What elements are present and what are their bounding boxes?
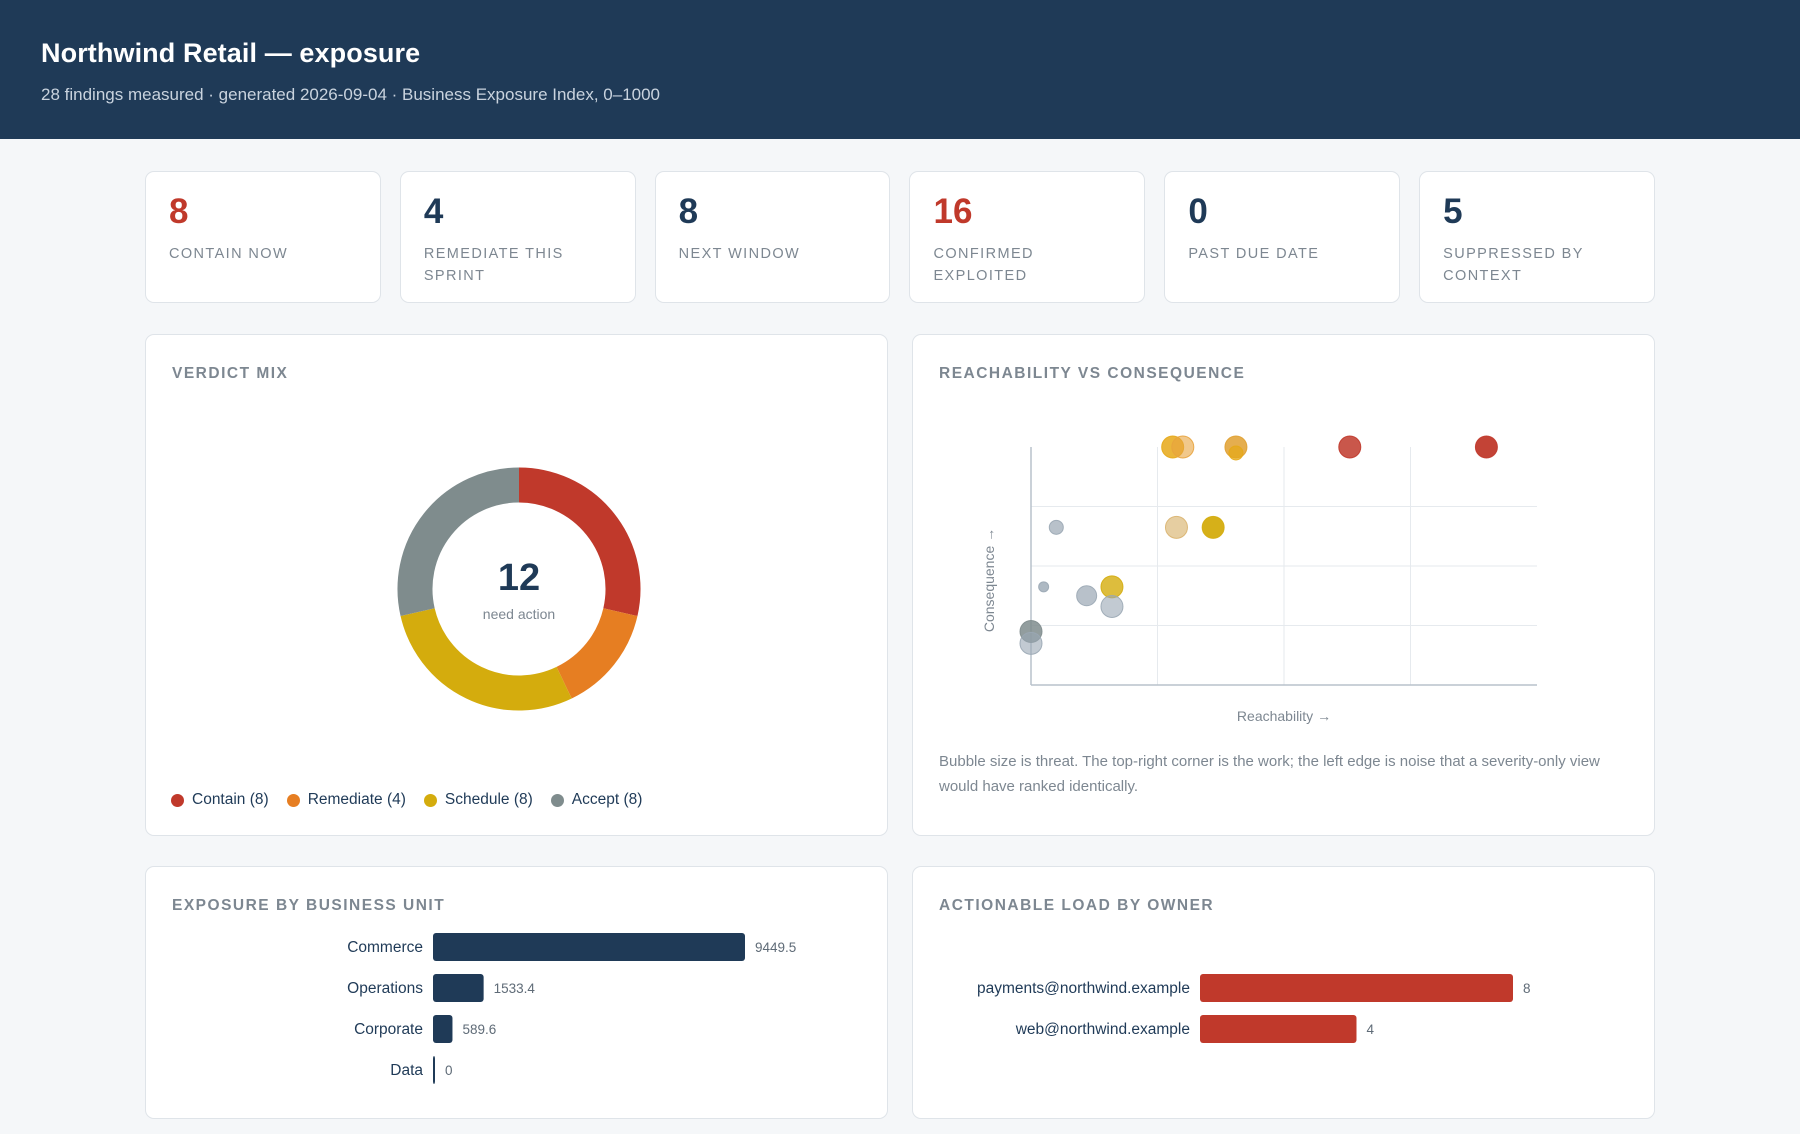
page-subtitle: 28 findings measured · generated 2026-09… [41,85,661,104]
kpi-card: 4 Remediate this sprint [399,171,636,303]
legend-label: Accept (8) [571,791,643,808]
bar [433,933,745,961]
owner-bar-chart: payments@northwind.example 8 web@northwind… [977,974,1531,1043]
bar [433,1056,435,1084]
donut-center: 12 need action [395,465,643,713]
legend-dot [286,793,300,807]
legend-dot [423,793,437,807]
kpi-value: 5 [1443,192,1463,231]
bar-value-label: 9449.5 [755,940,796,955]
scatter-point [1474,435,1498,459]
legend-label: Schedule (8) [444,791,533,808]
reachability-card: Reachability vs consequence Reachability… [912,334,1655,836]
verdict-mix-card: Verdict mix 12 need action Contain (8) Re… [145,334,888,836]
bar-value-label: 589.6 [462,1022,496,1037]
kpi-card: 0 Past due date [1164,171,1401,303]
verdict-mix-title: Verdict mix [172,365,289,382]
reachability-title: Reachability vs consequence [939,365,1246,382]
business-unit-card: Exposure by business unit Commerce 9449.5… [145,866,888,1119]
kpi-label: Confirmed exploited [933,246,1034,284]
scatter-point [1201,515,1225,539]
donut-slice-remediate [555,607,638,699]
donut-center-value: 12 [497,556,541,599]
verdict-donut-chart [397,467,641,711]
kpi-label: Contain now [169,246,289,262]
legend-label: Remediate (4) [307,791,406,808]
bar-value-label: 8 [1523,981,1531,996]
donut-center-label: need action [482,605,556,622]
bar [433,974,484,1002]
kpi-card: 8 Contain now [145,171,381,303]
kpi-value: 4 [423,192,444,231]
bar-category-label: Commerce [347,939,423,956]
bar-value-label: 1533.4 [494,981,536,996]
scatter-point [1100,575,1124,599]
legend-dot [171,793,184,807]
scatter-point [1164,515,1188,539]
legend-item: Contain (8) [171,791,269,809]
legend-item: Schedule (8) [423,791,533,809]
business-unit-title: Exposure by business unit [172,897,446,914]
legend-dot [550,793,564,807]
kpi-value: 8 [678,192,699,231]
owner-card: Actionable load by owner payments@northw… [912,866,1655,1119]
reachability-scatter-chart: Reachability → Consequence → [981,435,1537,724]
owner-title: Actionable load by owner [939,897,1215,914]
verdict-legend: Contain (8) Remediate (4) Schedule (8) Acce… [171,791,642,809]
bar [433,1015,453,1043]
legend-item: Accept (8) [550,791,643,809]
kpi-card: 5 Suppressed by context [1419,171,1655,303]
bar-value-label: 0 [445,1063,453,1078]
kpi-value: 8 [169,192,189,231]
bar-category-label: web@northwind.example [1015,1021,1190,1038]
donut-slice-schedule [400,607,572,711]
business-unit-bar-chart: Commerce 9449.5 Operations 1533.4 Corporate 5… [347,933,796,1084]
bar [1200,1015,1357,1043]
scatter-point [1076,585,1098,607]
legend-item: Remediate (4) [286,791,406,809]
reachability-caption: Bubble size is threat. The top-right cor… [939,753,1600,795]
scatter-point [1038,581,1050,593]
kpi-label: Suppressed by context [1443,246,1584,284]
kpi-row: 8 Contain now 4 Remediate this sprint 8 Next … [145,171,1655,303]
kpi-label: Past due date [1188,246,1320,262]
kpi-value: 16 [933,192,973,231]
kpi-label: Next window [678,246,801,262]
legend-label: Contain (8) [192,791,269,808]
verdict-donut: 12 need action [395,465,643,713]
scatter-point [1228,445,1244,461]
kpi-value: 0 [1188,192,1208,231]
scatter-point [1019,631,1043,655]
scatter-point [1171,435,1195,459]
page-title: Northwind Retail — exposure [41,38,421,68]
scatter-point [1100,594,1124,618]
donut-slice-accept [397,467,520,617]
donut-slice-contain [518,467,641,617]
kpi-card: 16 Confirmed exploited [909,171,1146,303]
bar [1200,974,1513,1002]
bar-category-label: Corporate [354,1021,423,1038]
scatter-point [1048,519,1064,535]
bar-category-label: Operations [347,980,423,997]
bar-category-label: Data [390,1062,423,1079]
page-header: Northwind Retail — exposure 28 findings … [0,0,1800,139]
kpi-card: 8 Next window [654,171,891,303]
y-axis-label: Consequence → [981,528,997,632]
bar-value-label: 4 [1367,1022,1375,1037]
scatter-point [1338,435,1362,459]
bar-category-label: payments@northwind.example [977,980,1190,997]
x-axis-label: Reachability → [1237,708,1331,724]
kpi-label: Remediate this sprint [423,246,564,284]
